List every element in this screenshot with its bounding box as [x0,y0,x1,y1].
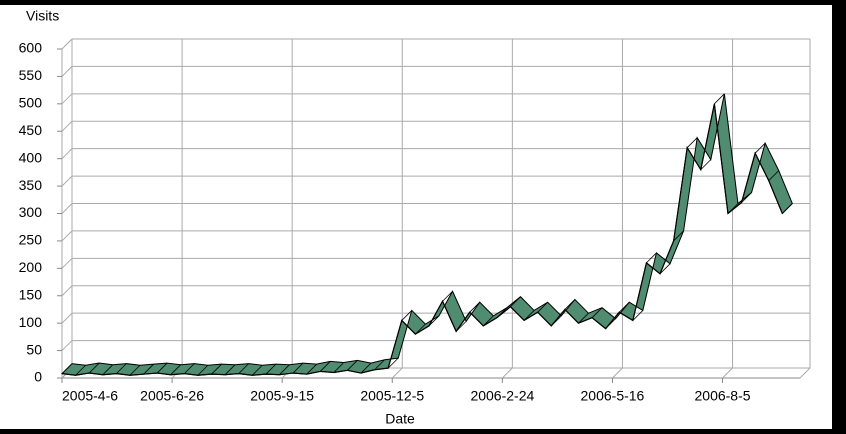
ribbon-edge [360,362,372,374]
ribbon-edge [116,363,127,374]
ribbon-edge [754,142,766,154]
y-tick-label: 150 [19,286,43,302]
x-tick-label: 2005-9-15 [250,388,314,404]
x-tick-label: 2006-5-16 [581,388,645,404]
ribbon-edge [129,364,141,376]
ribbon-edge [659,263,671,275]
y-axis-label: Visits [26,8,59,24]
ribbon-edge [428,315,440,327]
ribbon-edge [265,363,277,375]
ribbon-edge [184,363,195,374]
ribbon-edge [564,299,576,310]
ribbon-edge [251,364,263,376]
ribbon-edge [102,364,114,375]
ribbon-edge [292,362,304,374]
y-tick-label: 250 [19,232,43,248]
ribbon-edge [442,290,453,302]
y-tick-label: 0 [34,369,42,385]
y-tick-label: 50 [26,341,42,357]
ribbon-edge [238,363,249,374]
ribbon-edge [333,362,345,373]
y-tick-label: 100 [19,314,43,330]
ribbon-edge [686,137,698,148]
ribbon-edge [782,203,793,214]
grid-line [391,39,403,379]
ribbon-edge [673,230,684,242]
y-tick-label: 600 [19,40,43,56]
ribbon-edge [510,296,521,307]
ribbon-edge [741,192,752,203]
grid-line [722,39,734,379]
ribbon-edge [387,357,399,369]
y-tick-label: 400 [19,149,43,165]
ribbon-edge [374,359,385,371]
ribbon-edge [578,312,589,324]
ribbon-edge [646,252,657,264]
ribbon-edge [279,364,290,375]
grid-line [502,39,513,379]
x-axis-label: Date [385,411,415,427]
ribbon-edge [319,361,331,372]
y-tick-label: 450 [19,122,43,138]
y-tick-label: 350 [19,177,43,193]
ribbon-edge [714,93,725,105]
ribbon-edge [618,301,630,313]
ribbon-edge [211,363,222,375]
line [61,103,783,376]
y-tick-label: 500 [19,95,43,111]
ribbon-edge [591,307,603,318]
x-tick-label: 2006-2-24 [470,388,534,404]
y-tick-label: 200 [19,259,43,275]
ribbon-edge [347,360,358,371]
ribbon-edge [768,170,780,181]
ribbon-edge [170,364,182,375]
x-tick-label: 2005-6-26 [140,388,204,404]
ribbon-edge [401,310,413,321]
x-tick-label: 2005-4-6 [62,388,118,404]
ribbon-edge [537,301,548,313]
ribbon-edge [632,310,644,321]
ribbon-edge [469,301,481,313]
y-tick-label: 550 [19,67,43,83]
ribbon-edge [224,364,236,375]
ribbon-edge [700,159,712,170]
grid-line [612,39,623,379]
ribbon-edge [75,364,86,376]
x-tick-label: 2005-12-5 [360,388,424,404]
ribbon-edge [88,362,100,374]
ribbon-edge [143,363,154,375]
ribbon-edge [197,364,209,376]
ribbon-edge [156,362,168,374]
ribbon-edge [306,363,317,375]
chart-background [0,5,832,429]
y-tick-label: 300 [19,204,43,220]
x-tick-label: 2006-8-5 [695,388,751,404]
